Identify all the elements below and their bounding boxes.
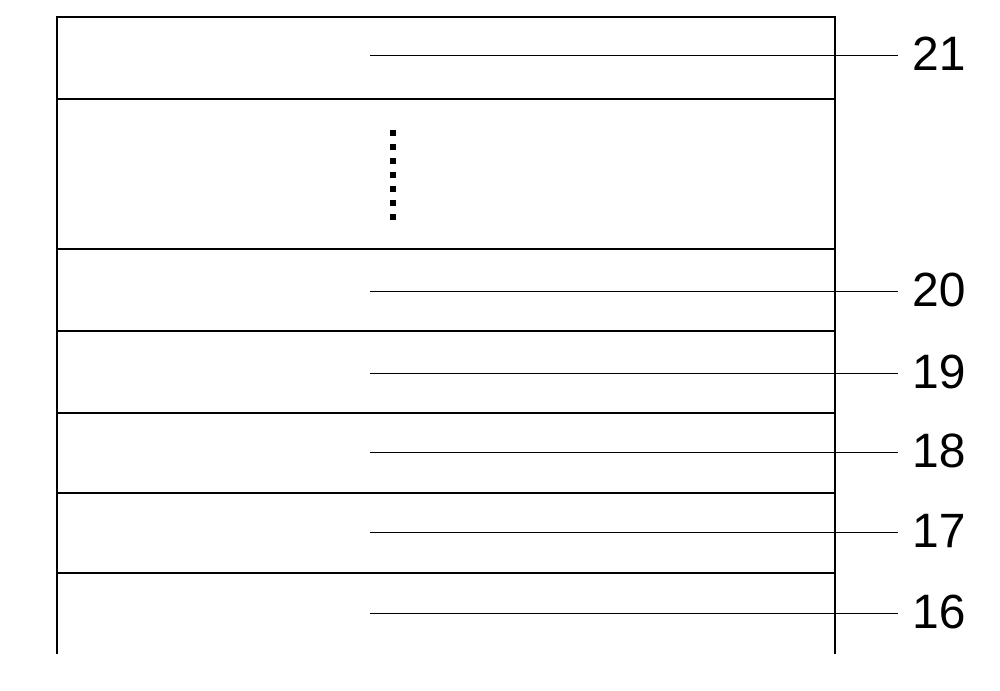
ellipsis-dot: [390, 130, 396, 136]
layer-16: [58, 574, 834, 656]
layer-ellipsis: [58, 100, 834, 250]
ellipsis-dot: [390, 172, 396, 178]
label-16: 16: [912, 589, 965, 637]
layer-21: [58, 18, 834, 100]
ellipsis-dot: [390, 144, 396, 150]
ellipsis-dot: [390, 158, 396, 164]
ellipsis-dot: [390, 200, 396, 206]
lead-20: [370, 291, 898, 292]
label-17: 17: [912, 508, 965, 556]
lead-16: [370, 613, 898, 614]
ellipsis-dot: [390, 214, 396, 220]
lead-19: [370, 373, 898, 374]
ellipsis-dot: [390, 186, 396, 192]
layer-17: [58, 494, 834, 574]
label-21: 21: [912, 31, 965, 79]
label-18: 18: [912, 428, 965, 476]
layer-stack-container: [56, 16, 836, 654]
layer-18: [58, 414, 834, 494]
lead-18: [370, 452, 898, 453]
label-19: 19: [912, 349, 965, 397]
label-20: 20: [912, 267, 965, 315]
lead-21: [370, 55, 898, 56]
lead-17: [370, 532, 898, 533]
